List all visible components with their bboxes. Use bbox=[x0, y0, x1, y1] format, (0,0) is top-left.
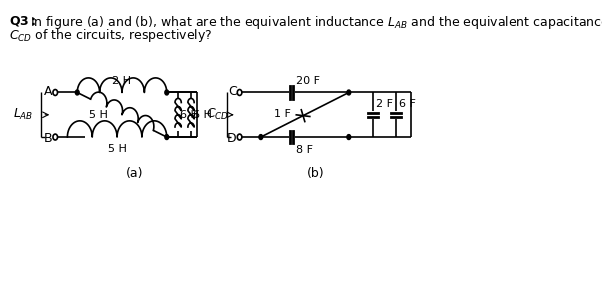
Text: D: D bbox=[227, 132, 237, 144]
Text: 6 H: 6 H bbox=[179, 110, 199, 120]
Circle shape bbox=[259, 135, 262, 140]
Text: (b): (b) bbox=[308, 167, 325, 180]
Circle shape bbox=[165, 90, 169, 95]
Circle shape bbox=[75, 90, 79, 95]
Text: $C_{CD}$: $C_{CD}$ bbox=[206, 107, 229, 122]
Text: $\mathbf{Q3:}$: $\mathbf{Q3:}$ bbox=[9, 14, 36, 28]
Circle shape bbox=[347, 90, 351, 95]
Text: 1 F: 1 F bbox=[274, 109, 291, 119]
Text: 2 H: 2 H bbox=[113, 76, 131, 86]
Text: 2 F: 2 F bbox=[376, 99, 393, 109]
Text: B: B bbox=[43, 132, 52, 144]
Text: 5 H: 5 H bbox=[90, 110, 108, 120]
Text: $C_{CD}$ of the circuits, respectively?: $C_{CD}$ of the circuits, respectively? bbox=[9, 27, 213, 44]
Text: C: C bbox=[228, 85, 237, 98]
Circle shape bbox=[347, 135, 351, 140]
Text: 8 F: 8 F bbox=[296, 145, 314, 155]
Text: 5 H: 5 H bbox=[108, 144, 126, 154]
Circle shape bbox=[165, 135, 169, 140]
Text: A: A bbox=[44, 85, 52, 98]
Text: 20 F: 20 F bbox=[296, 76, 320, 86]
Text: 6 F: 6 F bbox=[399, 99, 416, 109]
Text: 6 H: 6 H bbox=[193, 110, 211, 120]
Text: (a): (a) bbox=[125, 167, 143, 180]
Text: In figure (a) and (b), what are the equivalent inductance $L_{AB}$ and the equiv: In figure (a) and (b), what are the equi… bbox=[30, 14, 602, 31]
Text: $L_{AB}$: $L_{AB}$ bbox=[13, 107, 33, 122]
